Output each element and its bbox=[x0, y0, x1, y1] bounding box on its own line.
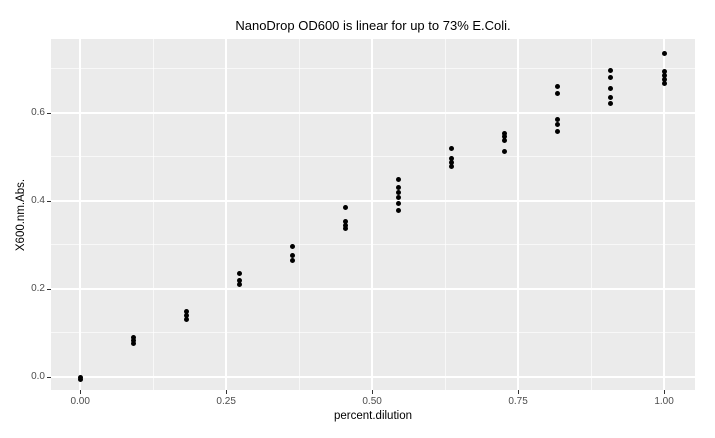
x-major-gridline bbox=[225, 39, 228, 390]
data-point bbox=[608, 94, 614, 100]
data-point bbox=[343, 225, 349, 231]
data-point bbox=[395, 200, 401, 206]
y-axis-tick bbox=[47, 112, 51, 114]
data-point bbox=[449, 163, 455, 169]
x-axis-title: percent.dilution bbox=[334, 410, 412, 422]
x-tick-label: 0.25 bbox=[216, 396, 236, 407]
y-axis-tick bbox=[47, 377, 51, 378]
data-point bbox=[502, 149, 508, 155]
data-point bbox=[502, 138, 508, 143]
data-point bbox=[183, 312, 189, 318]
data-point bbox=[395, 177, 401, 183]
x-axis-tick bbox=[372, 390, 374, 394]
data-point bbox=[343, 204, 349, 210]
y-tick-label: 0.6 bbox=[31, 106, 45, 118]
data-point bbox=[395, 185, 401, 191]
data-point bbox=[237, 271, 243, 276]
x-major-gridline bbox=[371, 39, 374, 390]
x-tick-label: 0.00 bbox=[70, 396, 90, 407]
data-point bbox=[290, 258, 296, 264]
data-point bbox=[290, 243, 296, 249]
data-point bbox=[661, 77, 667, 83]
data-point bbox=[608, 86, 614, 92]
data-point bbox=[608, 68, 614, 74]
data-point bbox=[395, 190, 401, 196]
x-tick-label: 0.75 bbox=[508, 396, 528, 407]
data-point bbox=[449, 146, 455, 152]
plot-panel bbox=[51, 39, 695, 390]
y-tick-label: 0.4 bbox=[31, 194, 45, 206]
chart-title: NanoDrop OD600 is linear for up to 73% E… bbox=[235, 18, 511, 33]
x-axis-tick bbox=[226, 390, 228, 394]
data-point bbox=[555, 84, 561, 90]
y-axis-tick bbox=[47, 200, 51, 202]
x-axis-tick bbox=[664, 390, 666, 394]
x-axis-tick bbox=[518, 390, 520, 394]
data-point bbox=[449, 160, 455, 166]
data-point bbox=[555, 91, 561, 97]
data-point bbox=[183, 309, 189, 315]
data-point bbox=[502, 134, 508, 140]
data-point bbox=[661, 50, 667, 56]
x-minor-gridline bbox=[444, 39, 446, 390]
x-major-gridline bbox=[517, 39, 520, 390]
data-point bbox=[130, 338, 136, 344]
data-point bbox=[608, 101, 614, 107]
data-point bbox=[343, 222, 349, 228]
x-minor-gridline bbox=[152, 39, 154, 390]
data-point bbox=[395, 208, 401, 214]
data-point bbox=[608, 75, 614, 81]
data-point bbox=[395, 195, 401, 201]
y-axis-tick bbox=[47, 288, 51, 290]
y-major-gridline bbox=[51, 199, 695, 202]
x-minor-gridline bbox=[590, 39, 592, 390]
data-point bbox=[555, 129, 561, 135]
data-point bbox=[661, 69, 667, 75]
data-point bbox=[130, 341, 136, 347]
y-axis-title: X600.nm.Abs. bbox=[15, 178, 27, 252]
y-tick-label: 0.0 bbox=[31, 371, 45, 382]
y-major-gridline bbox=[51, 287, 695, 290]
x-tick-label: 1.00 bbox=[654, 396, 674, 407]
data-point bbox=[77, 376, 83, 382]
data-point bbox=[555, 122, 561, 128]
data-point bbox=[130, 334, 136, 340]
data-point bbox=[290, 253, 296, 259]
data-point bbox=[237, 277, 243, 283]
data-point bbox=[237, 282, 243, 288]
x-minor-gridline bbox=[298, 39, 300, 390]
data-point bbox=[183, 316, 189, 322]
data-point bbox=[661, 80, 667, 86]
y-tick-label: 0.2 bbox=[31, 282, 45, 294]
data-point bbox=[343, 219, 349, 225]
data-point bbox=[449, 155, 455, 161]
y-major-gridline bbox=[51, 111, 695, 114]
x-major-gridline bbox=[79, 39, 82, 390]
data-point bbox=[555, 117, 561, 123]
x-major-gridline bbox=[663, 39, 666, 390]
x-tick-label: 0.50 bbox=[362, 396, 382, 407]
y-major-gridline bbox=[51, 376, 695, 378]
data-point bbox=[502, 130, 508, 136]
x-axis-tick bbox=[80, 390, 82, 394]
data-point bbox=[661, 73, 667, 79]
